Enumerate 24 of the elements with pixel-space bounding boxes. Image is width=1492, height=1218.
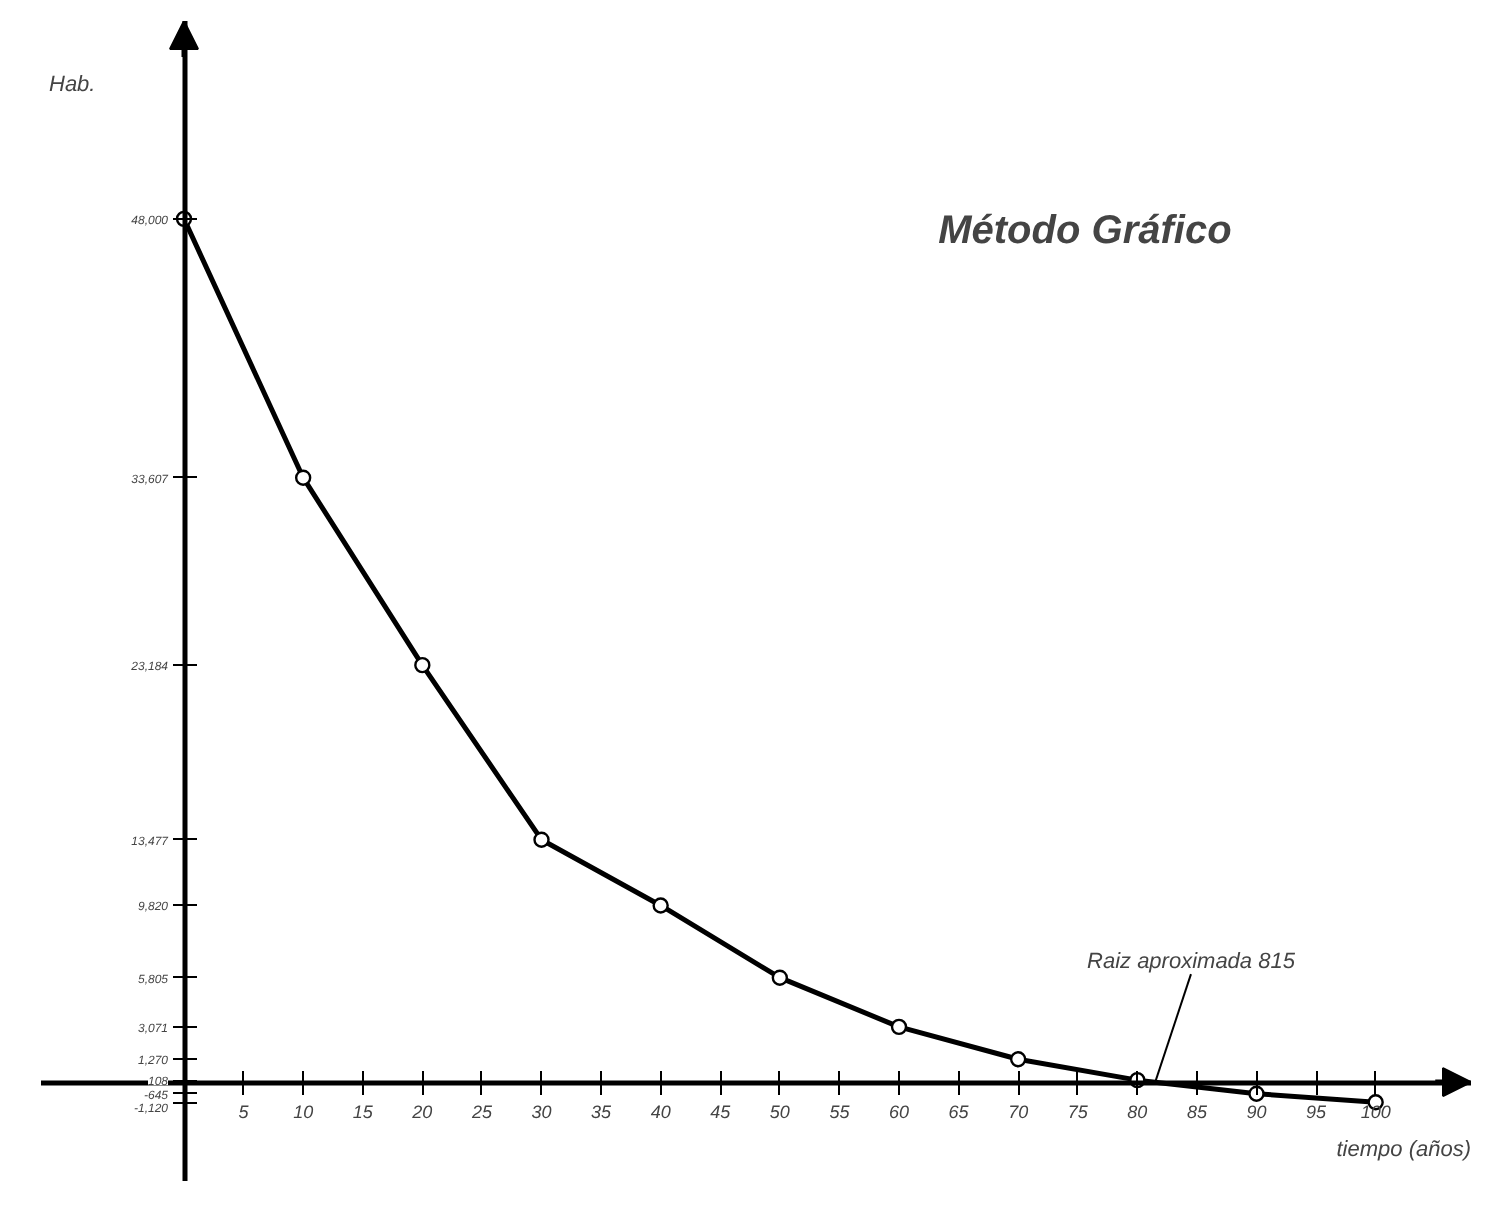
x-tick-label: 65 <box>948 1102 971 1123</box>
x-tick-label: 30 <box>531 1102 552 1123</box>
y-axis-title: Hab. <box>49 73 96 97</box>
x-tick-label: 60 <box>888 1102 910 1123</box>
x-tick-label: 100 <box>1360 1102 1391 1123</box>
x-tick-label: 95 <box>1306 1102 1329 1123</box>
x-tick-label: 50 <box>769 1102 790 1123</box>
x-tick-label: 40 <box>650 1102 671 1123</box>
annotation: Raiz aproximada 815 <box>1087 950 1297 975</box>
x-axis-title: tiempo (años) <box>1336 1138 1472 1163</box>
x-tick-label: 15 <box>352 1102 375 1123</box>
x-tick-label: 70 <box>1008 1102 1029 1123</box>
x-tick-label: 20 <box>410 1102 433 1123</box>
x-tick-label: 25 <box>469 1102 494 1123</box>
x-tick-label: 35 <box>591 1102 614 1123</box>
x-tick-label: 5 <box>238 1102 251 1123</box>
x-tick-label: 45 <box>710 1102 733 1123</box>
x-tick-label: 85 <box>1186 1102 1209 1123</box>
x-tick-label: 55 <box>829 1102 852 1123</box>
x-tick-label: 90 <box>1246 1102 1267 1123</box>
text: Método Gráfico <box>938 209 1232 253</box>
x-tick-label: 10 <box>293 1102 314 1123</box>
x-tick-label: 80 <box>1127 1102 1148 1123</box>
x-tick-label: 75 <box>1067 1102 1090 1123</box>
